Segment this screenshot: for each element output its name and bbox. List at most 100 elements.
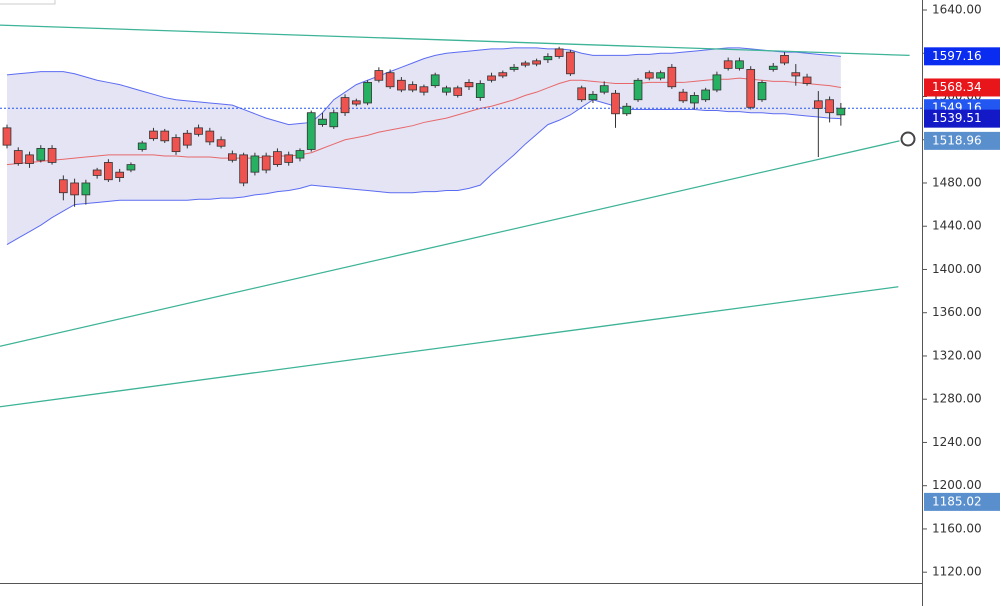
candle-body: [216, 139, 226, 147]
candle-body: [363, 82, 372, 104]
candle-body: [813, 100, 823, 109]
candle-body: [261, 155, 271, 171]
candle-body: [92, 169, 102, 176]
candle-body: [836, 107, 846, 116]
candle-body: [329, 112, 339, 128]
candle-body: [397, 79, 406, 91]
candle-body: [284, 154, 294, 163]
candle-body: [656, 72, 665, 79]
candle-body: [171, 137, 181, 153]
candle-body: [70, 182, 79, 196]
price-marker: [924, 492, 1000, 511]
price-marker: [924, 78, 1000, 97]
price-marker-label: 1185.02: [932, 494, 982, 508]
candle-body: [746, 69, 756, 108]
candle-body: [712, 74, 722, 91]
candle-body: [250, 155, 260, 173]
candle-body: [475, 83, 485, 98]
candle-body: [194, 127, 203, 135]
candle-body: [768, 65, 778, 70]
candle-body: [577, 87, 587, 101]
candle-body: [81, 182, 91, 196]
candle-body: [487, 75, 496, 81]
candle-body: [735, 60, 744, 69]
candle-body: [599, 85, 609, 93]
candle-body: [104, 162, 113, 181]
y-tick-label: 1120.00: [932, 565, 982, 579]
candle-body: [453, 87, 463, 96]
candle-body: [137, 142, 147, 150]
candle-body: [182, 132, 192, 146]
candle-body: [419, 86, 429, 93]
candle-body: [149, 130, 158, 140]
candle-body: [520, 62, 530, 66]
candle-body: [690, 95, 699, 104]
candle-body: [611, 92, 620, 115]
y-tick-label: 1200.00: [932, 478, 982, 492]
price-marker-label: 1568.34: [932, 80, 982, 94]
y-tick-label: 1360.00: [932, 305, 982, 319]
candle-body: [498, 72, 508, 77]
candle-body: [442, 87, 451, 93]
candle-body: [678, 91, 688, 102]
candle-body: [239, 154, 248, 184]
y-tick-label: 1440.00: [932, 219, 982, 233]
candle-body: [825, 99, 834, 114]
price-marker: [924, 47, 1000, 66]
candle-body: [430, 74, 440, 87]
y-tick-label: 1280.00: [932, 392, 982, 406]
candle-body: [205, 130, 215, 143]
price-marker: [924, 109, 1000, 128]
candle-body: [36, 147, 46, 161]
trendline: [0, 24, 910, 57]
price-marker-label: 1539.51: [932, 111, 982, 125]
band-fill: [6, 47, 841, 245]
candle-body: [464, 82, 474, 88]
candle-body: [273, 151, 282, 166]
candle-body: [2, 127, 12, 146]
plot-area: [0, 24, 922, 408]
y-tick-label: 1160.00: [932, 521, 982, 535]
candle-body: [126, 164, 136, 171]
candle-body: [295, 150, 305, 159]
candle-body: [385, 72, 395, 88]
price-marker-label: 1518.96: [932, 133, 982, 147]
band-middle: [6, 77, 841, 166]
candle-body: [340, 97, 350, 114]
candle-body: [701, 89, 710, 101]
y-tick-label: 1640.00: [932, 3, 982, 17]
y-tick-label: 1320.00: [932, 348, 982, 362]
candle-body: [802, 76, 812, 84]
candle-body: [633, 79, 643, 101]
candle-body: [757, 82, 767, 101]
candle-body: [351, 100, 361, 105]
candle-body: [543, 56, 553, 61]
candle-body: [644, 72, 654, 79]
candle-body: [780, 55, 789, 64]
y-tick-label: 1480.00: [932, 175, 982, 189]
price-marker: [924, 131, 1000, 150]
y-tick-label: 1400.00: [932, 262, 982, 276]
candle-body: [228, 153, 237, 161]
candle-body: [723, 60, 733, 69]
toolbar-edge: [0, 0, 56, 5]
candle-body: [47, 147, 57, 163]
drawing-handle[interactable]: [900, 131, 916, 147]
candle-body: [622, 105, 632, 115]
candle-body: [791, 72, 801, 77]
candle-body: [566, 51, 575, 75]
candle-body: [588, 93, 598, 101]
candle-body: [374, 70, 384, 81]
candle-body: [667, 66, 677, 88]
candle-body: [25, 154, 34, 164]
price-axis: 1120.00 1160.00 1200.00 1240.00 1280.00 1320.…: [922, 3, 1000, 579]
candle-body: [554, 48, 564, 57]
candle-body: [408, 84, 418, 91]
candle-body: [532, 60, 541, 65]
candle-body: [115, 171, 125, 178]
band-lower: [6, 99, 841, 246]
trendline: [0, 286, 899, 408]
candle-body: [13, 150, 23, 164]
trendline: [0, 140, 900, 347]
